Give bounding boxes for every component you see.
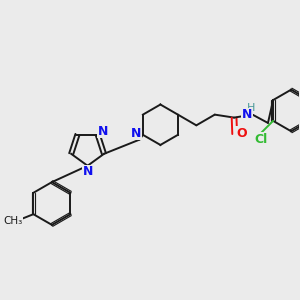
Text: N: N <box>242 108 252 121</box>
Text: CH₃: CH₃ <box>4 216 23 226</box>
Text: O: O <box>236 127 247 140</box>
Text: N: N <box>98 124 108 137</box>
Text: N: N <box>82 165 93 178</box>
Text: H: H <box>247 103 255 113</box>
Text: Cl: Cl <box>254 133 267 146</box>
Text: N: N <box>131 127 142 140</box>
